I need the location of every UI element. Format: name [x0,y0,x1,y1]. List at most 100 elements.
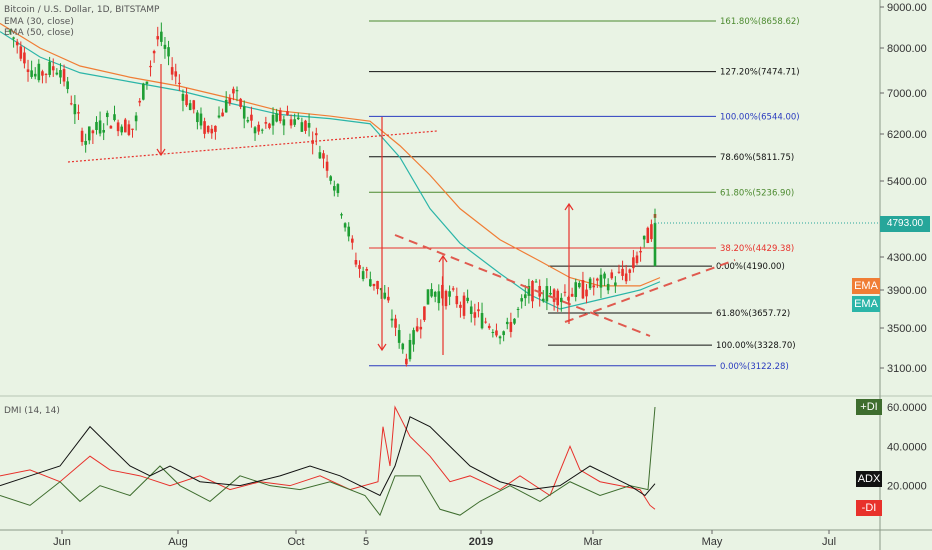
minus-di-badge: -DI [856,500,882,516]
measured-move-arrow-1-head [156,148,166,157]
measured-move-arrow-3-head [438,254,448,263]
candle-body [401,343,405,350]
candle-body [513,318,516,324]
candle-body [131,128,134,130]
candle-body [369,279,372,287]
candle-body [41,71,44,76]
price-tick-label: 8000.00 [887,43,927,55]
fib-label: 0.00%(4190.00) [716,262,785,272]
time-tick-label: Aug [168,536,188,548]
candle-body [145,81,149,84]
candle-body [592,285,596,288]
candle-body [394,318,397,328]
time-tick-label: Oct [287,536,304,548]
candle-body [142,83,145,100]
candle-body [242,106,246,119]
candle-body [66,81,69,90]
candle-body [174,71,178,77]
candle-body [415,326,419,332]
candle-body [250,114,253,121]
candle-body [455,295,459,305]
plus-di-line [0,406,656,517]
candle-body [502,331,505,336]
candle-body [307,122,311,128]
candle-body [232,88,235,94]
candle-body [62,69,66,82]
candle-body [55,72,59,75]
adx-badge: ADX [856,471,882,487]
candle-body [545,286,549,302]
candle-body [361,271,365,280]
plus-di-badge: +DI [856,399,882,415]
candle-body [296,117,300,120]
candle-body [51,66,55,71]
minus-di-line [0,405,656,510]
candle-body [534,281,538,283]
candle-body [124,119,127,133]
ema-teal-line [0,31,661,310]
candle-body [293,119,296,125]
candle-body [635,255,639,264]
candle-body [412,330,415,345]
candle-body [372,283,376,287]
ema-teal-badge: EMA [852,296,880,312]
candle-body [235,90,239,92]
adx-line [0,416,656,497]
candle-body [156,36,160,40]
candle-body [188,103,192,111]
fib-label: 0.00%(3122.28) [720,362,789,372]
candle-body [351,238,354,243]
time-tick-label: Jun [53,536,71,548]
candle-body [423,306,426,321]
dmi-legend[interactable]: DMI (14, 14) [4,406,60,416]
candle-body [487,325,491,329]
candle-body [271,114,275,126]
candle-body [109,125,113,129]
time-tick-label: Jul [822,536,836,548]
candle-body [549,292,552,295]
candle-body [48,61,51,75]
candle-body [599,274,603,288]
candle-body [113,114,116,121]
candle-body [239,98,242,107]
candle-body [419,326,423,330]
candle-body [322,153,325,159]
candle-body [628,269,632,273]
candle-body [69,103,73,105]
candle-body [574,282,578,297]
ema-orange-line [0,22,661,287]
candle-body [430,289,433,297]
candle-body [650,224,653,240]
price-tick-label: 7000.00 [887,88,927,100]
candle-body [473,312,477,318]
candle-body [152,50,156,54]
candle-body [469,306,473,314]
candle-body [459,304,462,308]
candle-body [347,226,351,237]
candle-body [336,184,340,194]
candle-body [8,30,12,32]
candle-body [527,285,531,296]
candle-body [268,123,271,129]
candle-body [556,290,560,306]
candle-body [260,129,264,131]
candle-body [484,321,487,323]
candle-body [588,278,592,289]
ema2-legend[interactable]: EMA (50, close) [4,28,74,38]
price-tick-label: 3500.00 [887,323,927,335]
candle-body [181,93,185,101]
dmi-tick-label: 60.0000 [887,402,927,414]
fib-label: 61.80%(5236.90) [720,188,794,198]
fib-label: 100.00%(6544.00) [720,112,800,122]
candle-body [523,294,527,299]
last-price-badge: 4793.00 [880,216,930,232]
candle-body [480,313,484,329]
candle-body [621,268,624,276]
candle-body [610,272,614,279]
candle-body [585,289,588,297]
candle-body [87,126,91,141]
ema-orange-badge: EMA [852,278,880,294]
ema1-legend[interactable]: EMA (30, close) [4,17,74,27]
candle-body [289,119,293,126]
